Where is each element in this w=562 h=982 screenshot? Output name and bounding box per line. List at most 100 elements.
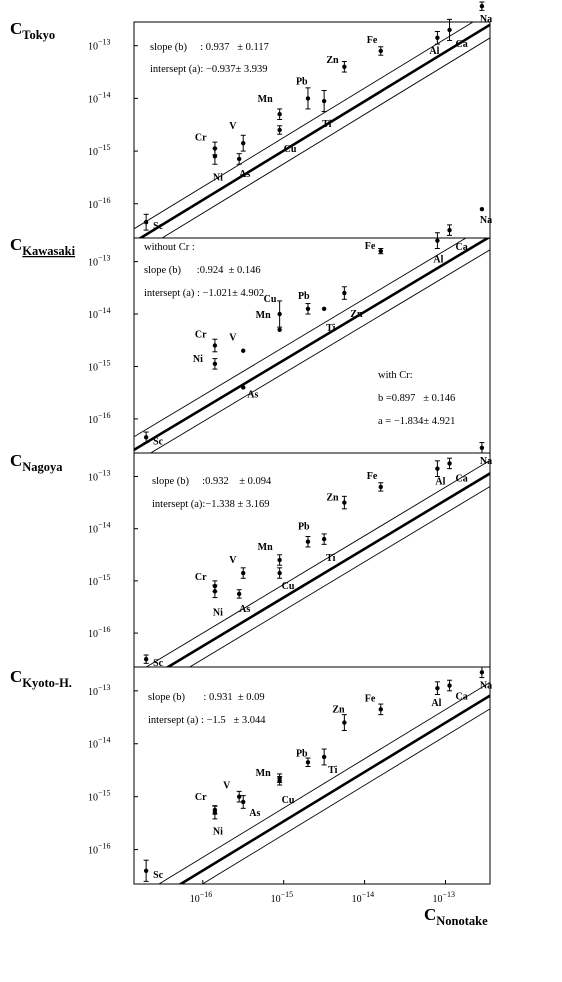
lower-bound-line — [161, 37, 490, 238]
data-point-al: Al — [433, 232, 444, 266]
data-point-ca: Ca — [447, 679, 468, 703]
y-axis-label-main: C — [10, 667, 22, 686]
point-marker — [479, 206, 485, 212]
point-label: Pb — [298, 291, 310, 302]
data-point-mn: Mn — [256, 768, 283, 783]
tick-exponent: −15 — [98, 573, 111, 582]
data-point-ti: Ti — [321, 89, 332, 130]
point-label: Al — [433, 255, 443, 266]
point-marker — [479, 3, 485, 9]
fit-annotation: intersept (a) : −1.5 ± 3.044 — [148, 715, 266, 726]
upper-bound-line — [134, 238, 467, 438]
point-marker — [378, 707, 383, 712]
point-label: Cu — [282, 795, 295, 806]
tick-exponent: −14 — [362, 890, 375, 899]
tick-base: 10 — [88, 258, 98, 269]
x-tick-label: 10−15 — [271, 890, 294, 905]
y-tick-label: 10−15 — [88, 143, 111, 158]
point-marker — [305, 539, 311, 544]
y-axis-label-sub: Kawasaki — [22, 244, 75, 258]
point-label: Al — [435, 477, 445, 488]
point-label: As — [239, 169, 250, 180]
point-marker — [277, 570, 282, 576]
y-tick-label: 10−13 — [88, 468, 111, 483]
y-axis-label-main: C — [10, 451, 22, 470]
point-marker — [378, 248, 383, 254]
lower-bound-line — [188, 485, 490, 667]
point-label: Mn — [256, 768, 271, 779]
x-tick-label: 10−14 — [352, 890, 375, 905]
plot-area — [134, 238, 490, 453]
y-tick-label: 10−14 — [88, 306, 111, 321]
point-label: Na — [480, 215, 492, 226]
fit-annotation: intersept (a): −0.937± 3.939 — [150, 64, 268, 75]
point-label: Zn — [326, 55, 339, 66]
point-label: V — [229, 333, 237, 344]
point-label: Ti — [328, 765, 337, 776]
tick-exponent: −13 — [98, 38, 111, 47]
data-point-mn: Mn — [256, 300, 283, 328]
point-label: Ni — [213, 607, 223, 618]
point-marker — [342, 64, 347, 69]
regression-line — [178, 694, 490, 884]
y-axis-label-main: C — [10, 19, 22, 38]
data-point-al: Al — [434, 460, 446, 488]
tick-base: 10 — [88, 472, 98, 483]
x-axis-label: CNonotake — [424, 905, 488, 928]
plot-area — [158, 681, 490, 884]
y-axis-label-sub: Tokyo — [22, 28, 55, 42]
point-label: Mn — [258, 542, 273, 553]
data-point-as: As — [241, 385, 258, 400]
data-point-pb: Pb — [298, 522, 311, 548]
point-label: Ti — [326, 553, 335, 564]
lower-bound-line — [149, 249, 490, 453]
fit-annotation-with-cr: b =0.897 ± 0.146 — [378, 393, 455, 404]
fit-annotation: slope (b) :0.932 ± 0.094 — [152, 476, 272, 487]
y-axis-label: CKawasaki — [10, 235, 76, 258]
tick-exponent: −15 — [281, 890, 294, 899]
point-marker — [321, 306, 327, 311]
y-tick-label: 10−16 — [88, 411, 111, 426]
tick-base: 10 — [88, 362, 98, 373]
point-label: Zn — [332, 705, 345, 716]
point-label: Ni — [213, 172, 223, 183]
point-label: Ni — [193, 354, 203, 365]
point-label: Sc — [153, 870, 164, 881]
point-marker — [342, 290, 347, 296]
fit-annotation: slope (b) :0.924 ± 0.146 — [144, 265, 261, 276]
y-axis-label-sub: Kyoto-H. — [22, 676, 72, 690]
data-point-cu: Cu — [264, 294, 282, 332]
data-point-pb: Pb — [298, 291, 311, 315]
point-label: Zn — [326, 493, 339, 504]
tick-base: 10 — [352, 894, 362, 905]
point-label: Cu — [264, 294, 277, 305]
point-label: Cr — [195, 330, 207, 341]
tick-base: 10 — [88, 147, 98, 158]
point-label: Pb — [296, 76, 308, 87]
y-axis-label: CTokyo — [10, 19, 55, 42]
tick-exponent: −14 — [98, 521, 111, 530]
tick-exponent: −15 — [98, 358, 111, 367]
point-label: Na — [480, 14, 492, 25]
tick-base: 10 — [88, 200, 98, 211]
data-point-na: Na — [479, 666, 492, 691]
data-point-fe: Fe — [365, 693, 384, 716]
tick-exponent: −16 — [98, 196, 111, 205]
point-label: Mn — [256, 310, 271, 321]
y-axis-label-sub: Nagoya — [22, 460, 63, 474]
data-point-zn: Zn — [341, 286, 363, 320]
point-label: As — [247, 389, 258, 400]
tick-base: 10 — [88, 310, 98, 321]
upper-bound-line — [134, 22, 474, 230]
point-label: V — [229, 121, 237, 132]
data-point-cu: Cu — [277, 567, 295, 592]
tick-exponent: −13 — [98, 254, 111, 263]
point-label: Ca — [456, 39, 468, 50]
y-tick-label: 10−13 — [88, 254, 111, 269]
point-label: Ca — [456, 692, 468, 703]
regression-line — [165, 471, 490, 667]
point-marker — [241, 348, 246, 353]
point-label: Cr — [195, 792, 207, 803]
point-marker — [435, 685, 440, 691]
